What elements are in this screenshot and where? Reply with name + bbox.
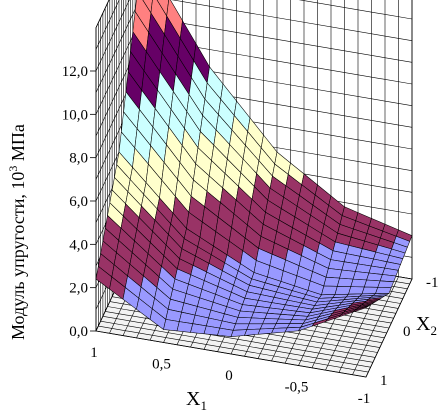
surface-cell <box>352 305 369 313</box>
surface-cell <box>289 319 306 324</box>
surface-cell <box>291 315 309 321</box>
surface-cell <box>363 279 381 288</box>
surface-cell <box>375 287 392 294</box>
x2-tick-label: -1 <box>426 275 439 291</box>
surface-mesh <box>95 0 413 338</box>
surface-cell <box>348 286 365 295</box>
surface-cell <box>321 285 338 296</box>
z-gridline <box>95 0 413 93</box>
x2-tick-label: 0 <box>403 324 411 340</box>
surface-cell <box>264 312 282 320</box>
z-tick-label: 2,0 <box>69 281 88 297</box>
x1-tick-label: 1 <box>90 345 98 361</box>
surface-cell <box>163 319 180 332</box>
surface-cell <box>352 271 370 281</box>
surface-cell <box>325 268 343 279</box>
surface-cell <box>339 269 356 280</box>
floor-gridline <box>365 278 413 378</box>
z-gridline <box>95 0 413 72</box>
surface-cell <box>334 286 352 295</box>
z-axis-ticks: 0,0 2,0 4,0 6,0 8,0 10,0 12,0 <box>62 64 96 340</box>
floor-gridline <box>352 276 399 375</box>
surface-cell <box>262 318 279 325</box>
z-tick-label: 0,0 <box>69 324 88 340</box>
surface-cell <box>379 274 397 283</box>
x1-tick-label: 0 <box>225 368 233 384</box>
z-axis-title: Модуль упругости, 103 МПа <box>6 124 28 340</box>
x2-axis-ticks: -1 0 1 <box>380 275 439 389</box>
x1-axis-title: X1 <box>186 388 207 411</box>
x2-tick-label: 1 <box>380 373 388 389</box>
z-tick-label: 6,0 <box>69 194 88 210</box>
surface-cell <box>235 317 252 325</box>
z-tick-label: 4,0 <box>69 237 88 253</box>
surface-cell <box>366 272 383 282</box>
surface-cell <box>251 311 268 319</box>
z-tick-label: 8,0 <box>69 151 88 167</box>
x2-axis-title: X2 <box>416 313 437 338</box>
z-tick-label: 12,0 <box>62 64 88 80</box>
x1-axis-ticks: 1 0,5 0 -0,5 -1 <box>90 345 370 407</box>
surface-cell <box>323 276 340 287</box>
surface-cell <box>176 321 194 333</box>
surface-cell <box>237 310 255 319</box>
surface-cell <box>361 286 379 295</box>
surface-cell <box>275 318 293 324</box>
surface-cell <box>350 278 367 288</box>
x1-tick-label: -1 <box>358 391 371 407</box>
surface-cell <box>336 277 354 287</box>
z-gridline <box>95 0 120 50</box>
z-tick-label: 10,0 <box>62 107 88 123</box>
x1-tick-label: 0,5 <box>152 357 171 373</box>
surface-cell <box>277 314 295 320</box>
surface-cell <box>248 317 266 325</box>
surface-cell <box>377 280 394 288</box>
x1-tick-label: -0,5 <box>285 380 309 396</box>
